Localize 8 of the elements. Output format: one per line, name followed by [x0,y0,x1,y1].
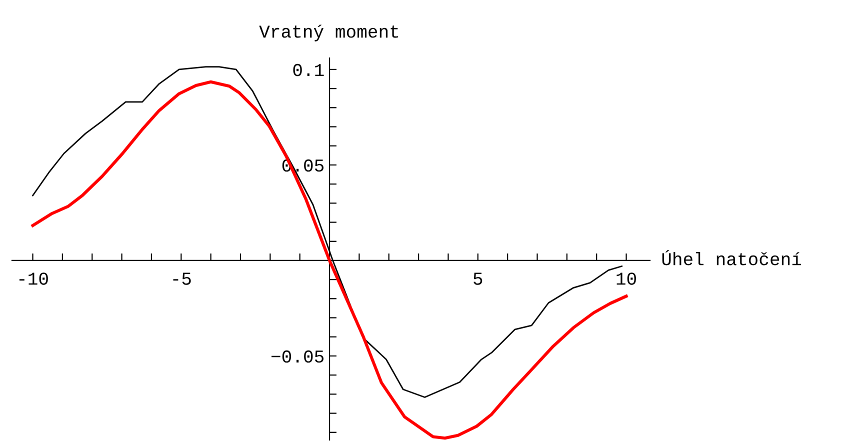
x-tick-label: -5 [173,272,191,285]
x-tick-label: -10 [19,272,48,285]
x-tick-label: 5 [474,272,482,285]
x-tick-label: 10 [616,272,636,285]
x-axis-title: Úhel natočení [662,250,802,266]
y-tick-label: 0.1 [293,64,324,76]
y-axis-title: Vratný moment [259,24,398,42]
y-tick-label: −0.05 [272,350,324,363]
